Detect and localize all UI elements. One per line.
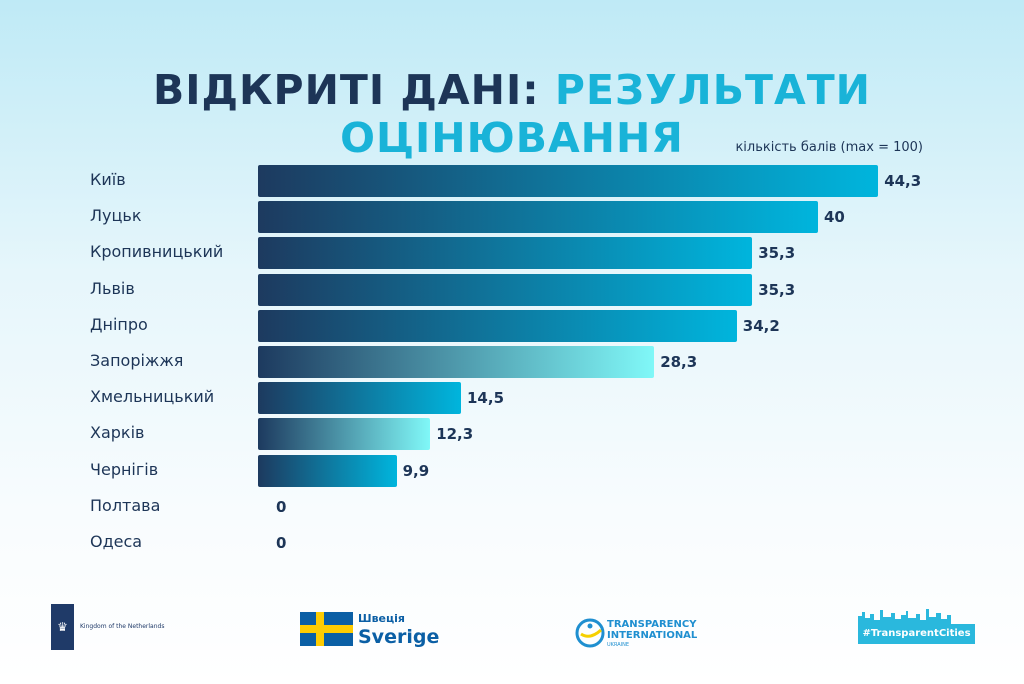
value-label: 14,5 [467, 389, 505, 408]
category-label: Чернігів [90, 459, 159, 479]
value-label: 0 [276, 497, 287, 516]
value-label: 12,3 [436, 425, 474, 444]
bar [258, 309, 737, 342]
title-part2: РЕЗУЛЬТАТИ ОЦІНЮВАННЯ [340, 66, 871, 162]
category-label: Кропивницький [90, 242, 224, 262]
sweden-ua-text: Швеція [358, 612, 405, 625]
bar [258, 273, 753, 306]
sweden-logo: Швеція Sverige [300, 612, 440, 652]
page-title: ВІДКРИТІ ДАНІ: РЕЗУЛЬТАТИ ОЦІНЮВАННЯ [0, 66, 1024, 162]
unit-label: кількість балів (max = 100) [735, 140, 923, 155]
bar [258, 454, 397, 487]
city-skyline-icon [858, 609, 951, 624]
bar [258, 346, 655, 378]
value-label: 35,3 [758, 280, 796, 299]
transparent-cities-logo: #TransparentCities [858, 608, 975, 648]
transparency-international-logo: TRANSPARENCY INTERNATIONAL UKRAINE [575, 617, 715, 651]
swedish-flag-icon [300, 612, 353, 646]
value-label: 9,9 [402, 461, 430, 480]
category-label: Дніпро [90, 314, 148, 334]
hashtag-text: #TransparentCities [858, 624, 975, 644]
bar [258, 201, 818, 234]
category-label: Одеса [90, 532, 143, 551]
netherlands-text: Kingdom of the Netherlands [80, 623, 165, 630]
category-label: Хмельницький [90, 387, 215, 407]
bar [258, 418, 431, 451]
netherlands-crest-icon: ♛ [51, 604, 74, 650]
category-label: Київ [90, 170, 126, 189]
ti-text-2: INTERNATIONAL [607, 630, 698, 641]
sweden-text: Sverige [358, 626, 440, 648]
value-label: 40 [824, 208, 845, 227]
ti-text-3: UKRAINE [607, 642, 630, 648]
bar [258, 382, 461, 415]
category-label: Луцьк [90, 206, 142, 226]
value-label: 28,3 [660, 353, 698, 371]
netherlands-logo: ♛ Kingdom of the Netherlands [51, 604, 181, 650]
category-label: Львів [90, 278, 135, 298]
title-part1: ВІДКРИТІ ДАНІ: [153, 66, 540, 114]
category-label: Запоріжжя [90, 351, 184, 370]
category-label: Харків [90, 423, 145, 443]
value-label: 44,3 [884, 172, 922, 190]
ti-text-1: TRANSPARENCY [607, 619, 697, 630]
value-label: 34,2 [742, 316, 780, 335]
bar [258, 165, 879, 197]
ti-emblem-icon [575, 618, 605, 648]
bar-chart: Київ 44,3 Луцьк 40 Кропивницький 35,3 Львів 35,… [90, 165, 922, 552]
bar [258, 237, 753, 270]
value-label: 0 [276, 534, 287, 552]
value-label: 35,3 [758, 244, 796, 263]
category-label: Полтава [90, 495, 161, 515]
